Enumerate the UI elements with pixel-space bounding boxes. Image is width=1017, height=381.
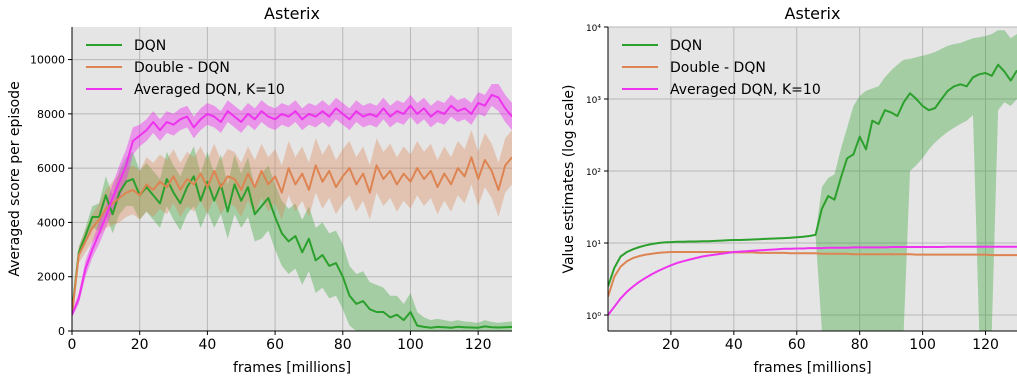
series-line-3 (72, 93, 512, 316)
y-tick-label: 6000 (37, 162, 65, 175)
x-tick-label: 20 (662, 337, 680, 353)
series-line-2 (72, 156, 512, 315)
x-tick-label: 100 (909, 337, 936, 353)
y-tick-label: 10² (586, 168, 601, 178)
y-tick-label: 10³ (586, 96, 601, 106)
y-axis-label: Value estimates (log scale) (561, 84, 577, 273)
x-tick-label: 60 (788, 337, 806, 353)
series-line-1 (72, 175, 512, 329)
y-tick-label: 10⁴ (586, 24, 601, 34)
x-tick-label: 120 (465, 337, 492, 353)
legend-label: Double - DQN (134, 60, 230, 76)
x-tick-label: 80 (851, 337, 869, 353)
y-axis-label: Averaged score per episode (7, 81, 23, 276)
plot-area (608, 30, 1017, 331)
y-tick-label: 10⁰ (586, 312, 601, 322)
x-tick-label: 20 (131, 337, 149, 353)
y-tick-label: 2000 (37, 271, 65, 284)
y-tick-label: 0 (58, 325, 65, 338)
legend-label: DQN (670, 38, 702, 54)
x-tick-label: 40 (725, 337, 743, 353)
chart-panel-1: 0 20 40 60 80 100 120 0 2000 4000 6000 8000 10000 Ast… (7, 4, 512, 376)
legend-label: Double - DQN (670, 60, 766, 76)
series-band-1 (608, 30, 1017, 331)
x-tick-label: 0 (68, 337, 77, 353)
legend-label: Averaged DQN, K=10 (670, 82, 821, 98)
x-tick-label: 120 (972, 337, 999, 353)
plot-background (72, 27, 512, 331)
series-line-1 (608, 63, 1017, 287)
chart-title: Asterix (264, 4, 320, 23)
chart-title: Asterix (785, 4, 841, 23)
x-tick-label: 40 (198, 337, 216, 353)
y-tick-label: 10000 (30, 54, 65, 67)
x-axis-label: frames [millions] (753, 360, 871, 376)
x-tick-label: 100 (397, 337, 424, 353)
x-axis-label: frames [millions] (233, 360, 351, 376)
plot-area (72, 84, 512, 331)
y-tick-label: 10¹ (586, 240, 601, 250)
x-tick-label: 80 (334, 337, 352, 353)
x-tick-label: 60 (266, 337, 284, 353)
series-band-3 (72, 84, 512, 318)
plot-background (608, 27, 1017, 331)
y-tick-label: 8000 (37, 108, 65, 121)
legend-label: Averaged DQN, K=10 (134, 82, 285, 98)
series-line-2 (608, 251, 1017, 297)
chart-panel-2: 20 40 60 80 100 120 10⁰ 10¹ 10² 10³ 10⁴ Asterix fram… (561, 4, 1017, 376)
series-line-3 (608, 245, 1017, 316)
legend-label: DQN (134, 38, 166, 54)
y-tick-label: 4000 (37, 216, 65, 229)
